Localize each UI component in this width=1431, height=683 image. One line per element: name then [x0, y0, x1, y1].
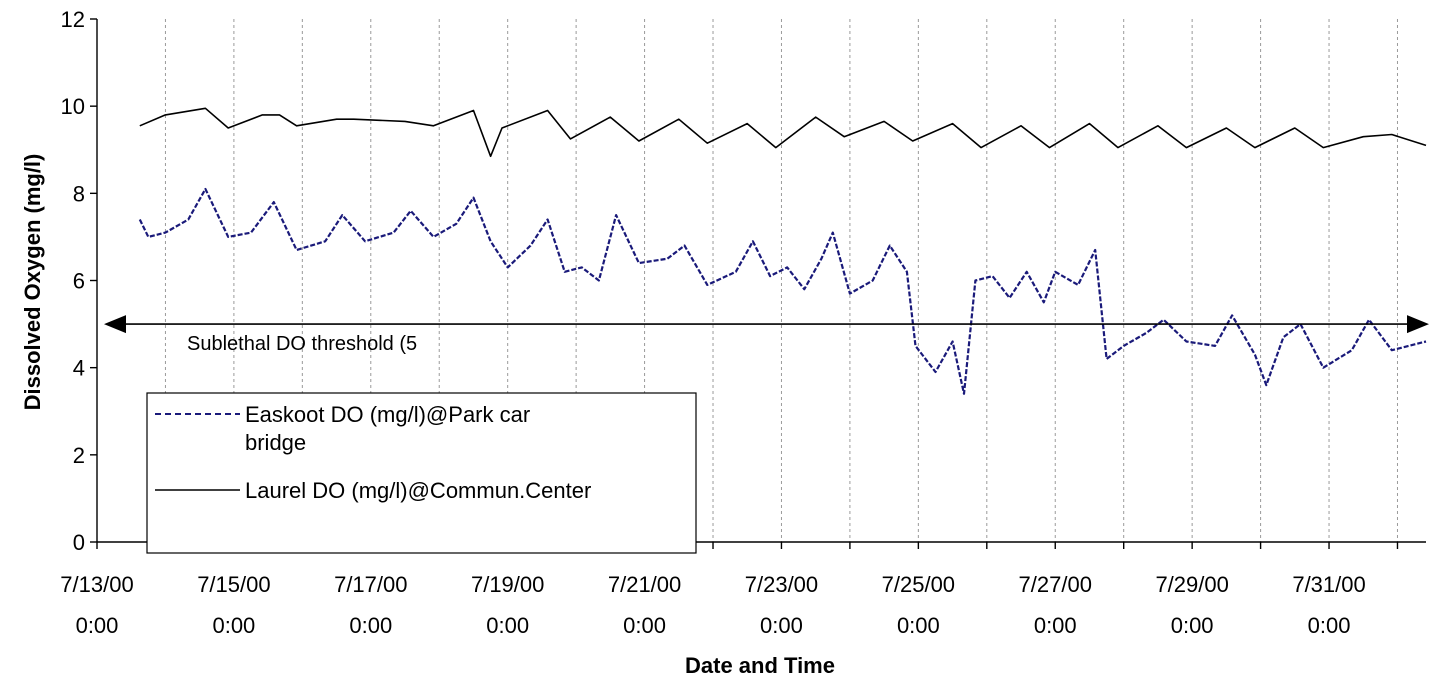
threshold-line-group: Sublethal DO threshold (5	[104, 315, 1429, 355]
x-tick-label-date: 7/31/00	[1292, 572, 1365, 597]
x-tick-label-date: 7/19/00	[471, 572, 544, 597]
x-tick-label-date: 7/25/00	[882, 572, 955, 597]
x-tick-label-date: 7/23/00	[745, 572, 818, 597]
x-tick-label-date: 7/27/00	[1019, 572, 1092, 597]
threshold-arrow-right	[1407, 315, 1429, 334]
y-tick-label: 6	[73, 269, 85, 294]
plot-series	[138, 107, 1427, 395]
legend-box	[146, 392, 697, 554]
legend-label-laurel: Laurel DO (mg/l)@Commun.Center	[245, 478, 591, 503]
x-tick-label-time: 0:00	[1308, 613, 1351, 638]
y-tick-label: 10	[61, 94, 85, 119]
threshold-annotation: Sublethal DO threshold (5	[187, 333, 417, 355]
y-tick-label: 0	[73, 530, 85, 555]
x-tick-label-date: 7/17/00	[334, 572, 407, 597]
x-axis-title: Date and Time	[685, 653, 835, 678]
legend-label-easkoot: Easkoot DO (mg/l)@Park car bridge	[245, 402, 536, 455]
y-tick-label: 2	[73, 443, 85, 468]
y-axis-title: Dissolved Oxygen (mg/l)	[20, 154, 45, 411]
threshold-arrow-left	[104, 315, 126, 334]
x-tick-label-time: 0:00	[486, 613, 529, 638]
x-tick-label-date: 7/29/00	[1155, 572, 1228, 597]
series-line-laurel	[139, 107, 1427, 158]
x-tick-label-time: 0:00	[349, 613, 392, 638]
y-tick-label: 4	[73, 356, 85, 381]
x-tick-label-time: 0:00	[1171, 613, 1214, 638]
x-tick-label-date: 7/15/00	[197, 572, 270, 597]
x-tick-label-time: 0:00	[760, 613, 803, 638]
x-tick-label-time: 0:00	[623, 613, 666, 638]
y-tick-label: 8	[73, 181, 85, 206]
y-tick-label: 12	[61, 7, 85, 32]
x-tick-label-time: 0:00	[1034, 613, 1077, 638]
x-tick-label-time: 0:00	[76, 613, 119, 638]
series-line-easkoot	[138, 187, 1427, 395]
legend-label-easkoot-line2: bridge	[245, 430, 306, 455]
legend: Easkoot DO (mg/l)@Park car bridge Laurel…	[146, 392, 697, 554]
tick-labels: 0 2 4 6 8 10 12 7/13/00 0:00 7/15/00 0:00 7/17/00 0:…	[60, 7, 1365, 638]
x-tick-label-date: 7/21/00	[608, 572, 681, 597]
legend-label-easkoot-line1: Easkoot DO (mg/l)@Park car	[245, 402, 530, 427]
x-tick-label-time: 0:00	[212, 613, 255, 638]
x-tick-label-time: 0:00	[897, 613, 940, 638]
x-tick-label-date: 7/13/00	[60, 572, 133, 597]
